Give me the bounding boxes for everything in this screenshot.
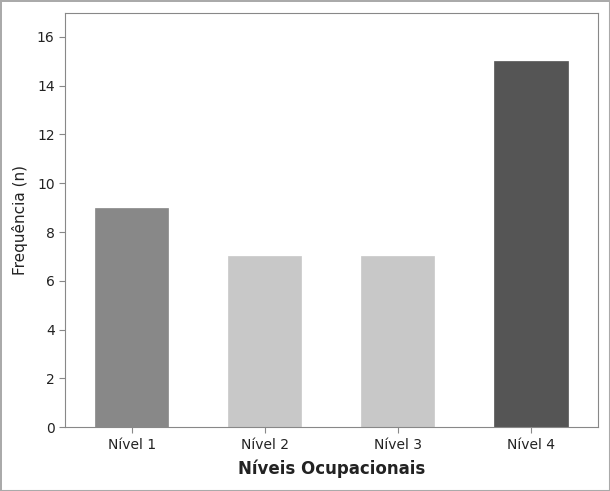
Bar: [494, 61, 567, 427]
Y-axis label: Frequência (n): Frequência (n): [12, 165, 29, 275]
X-axis label: Níveis Ocupacionais: Níveis Ocupacionais: [238, 460, 425, 479]
Bar: [228, 256, 301, 427]
Bar: [361, 256, 434, 427]
Bar: [95, 208, 168, 427]
